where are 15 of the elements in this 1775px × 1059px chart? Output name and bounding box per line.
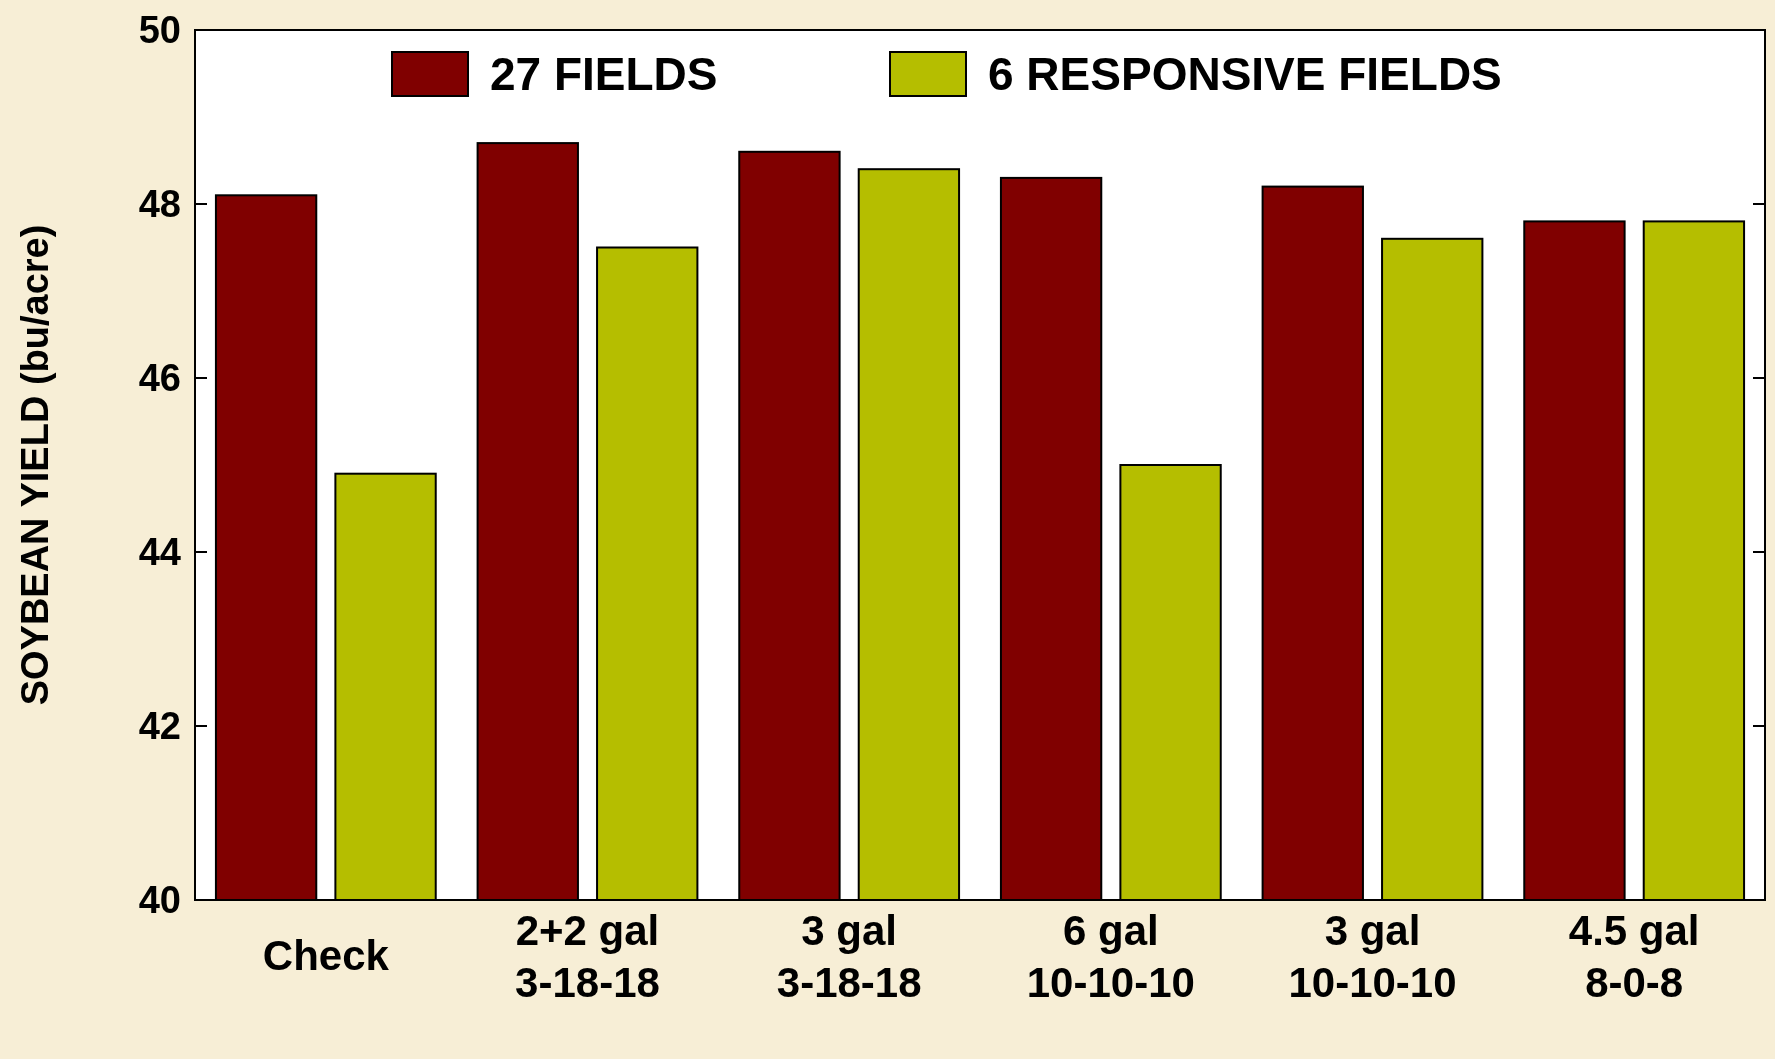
x-tick-label: 3 gal 10-10-10 (1288, 907, 1457, 1006)
legend-label: 27 FIELDS (490, 48, 718, 101)
y-tick-label: 44 (138, 531, 181, 574)
y-tick-label: 46 (138, 357, 181, 400)
x-tick-label: Check (262, 932, 390, 979)
x-tick-label: 2+2 gal 3-18-18 (515, 907, 660, 1006)
x-tick-label: 6 gal 10-10-10 (1026, 907, 1195, 1006)
x-tick-label: 3 gal 3-18-18 (776, 907, 922, 1006)
y-tick-label: 48 (138, 183, 181, 226)
y-tick-label: 42 (138, 705, 181, 748)
y-tick-label: 40 (138, 879, 181, 922)
y-axis-title: SOYBEAN YIELD (bu/acre) (14, 224, 56, 706)
x-tick-label: 4.5 gal 8-0-8 (1568, 907, 1700, 1006)
legend-label: 6 RESPONSIVE FIELDS (988, 48, 1502, 101)
y-tick-label: 50 (138, 9, 181, 52)
